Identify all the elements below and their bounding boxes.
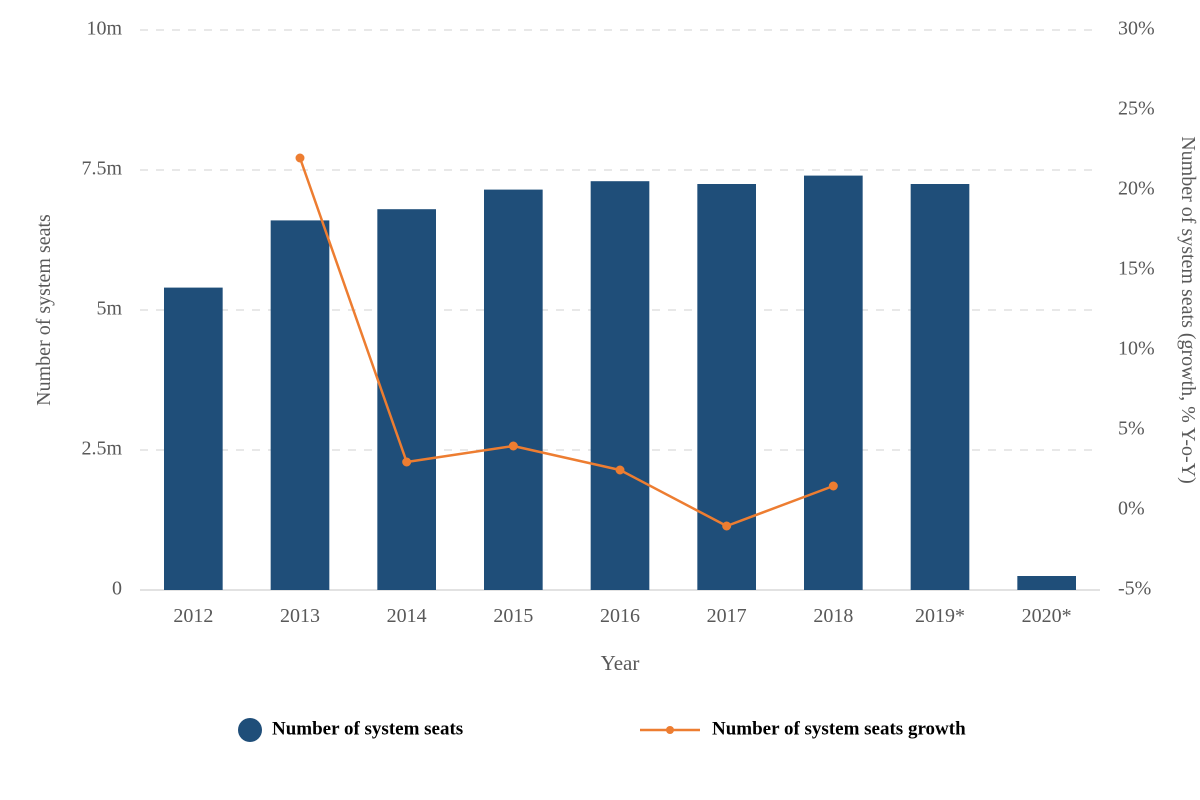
combo-chart: 0 2.5m 5m 7.5m 10m -5% 0% 5% 10% 15% 20% 25% 30% 2012… <box>0 0 1200 800</box>
y-left-tick-label: 0 <box>112 578 122 600</box>
bar <box>591 181 650 590</box>
growth-marker <box>829 482 837 490</box>
bar <box>1017 576 1076 590</box>
growth-marker <box>723 522 731 530</box>
x-tick-label: 2020* <box>1022 605 1072 627</box>
y-left-tick-label: 10m <box>86 18 122 40</box>
y-left-tick-label: 2.5m <box>81 438 122 460</box>
x-tick-label: 2019* <box>915 605 965 627</box>
growth-marker <box>616 466 624 474</box>
y-right-tick-label: 25% <box>1118 98 1155 120</box>
y-left-axis-title: Number of system seats <box>33 214 55 406</box>
bar <box>911 184 970 590</box>
bar <box>484 190 543 590</box>
chart-svg: 0 2.5m 5m 7.5m 10m -5% 0% 5% 10% 15% 20% 25% 30% 2012… <box>0 0 1200 800</box>
legend-marker-seats <box>238 718 262 742</box>
x-tick-label: 2013 <box>280 605 320 627</box>
y-right-tick-label: 10% <box>1118 338 1155 360</box>
y-right-tick-label: 5% <box>1118 418 1145 440</box>
y-right-tick-label: 15% <box>1118 258 1155 280</box>
legend-marker-growth-dot <box>666 726 674 734</box>
x-tick-label: 2017 <box>707 605 747 627</box>
bar <box>164 288 223 590</box>
legend-label-seats: Number of system seats <box>272 718 463 739</box>
growth-marker <box>403 458 411 466</box>
legend-label-growth: Number of system seats growth <box>712 718 966 739</box>
bar <box>804 176 863 590</box>
y-left-tick-label: 7.5m <box>81 158 122 180</box>
x-tick-label: 2016 <box>600 605 640 627</box>
y-right-tick-label: -5% <box>1118 578 1151 600</box>
y-right-tick-label: 30% <box>1118 18 1155 40</box>
y-right-tick-label: 0% <box>1118 498 1145 520</box>
x-tick-label: 2018 <box>813 605 853 627</box>
bar <box>271 220 330 590</box>
x-tick-label: 2012 <box>173 605 213 627</box>
y-right-axis-title: Number of system seats (growth, % Y-o-Y) <box>1177 136 1199 484</box>
y-left-tick-label: 5m <box>96 298 122 320</box>
bar <box>377 209 436 590</box>
growth-marker <box>296 154 304 162</box>
x-axis-title: Year <box>601 651 640 675</box>
x-tick-label: 2014 <box>387 605 427 627</box>
x-tick-label: 2015 <box>493 605 533 627</box>
growth-marker <box>509 442 517 450</box>
y-right-tick-label: 20% <box>1118 178 1155 200</box>
